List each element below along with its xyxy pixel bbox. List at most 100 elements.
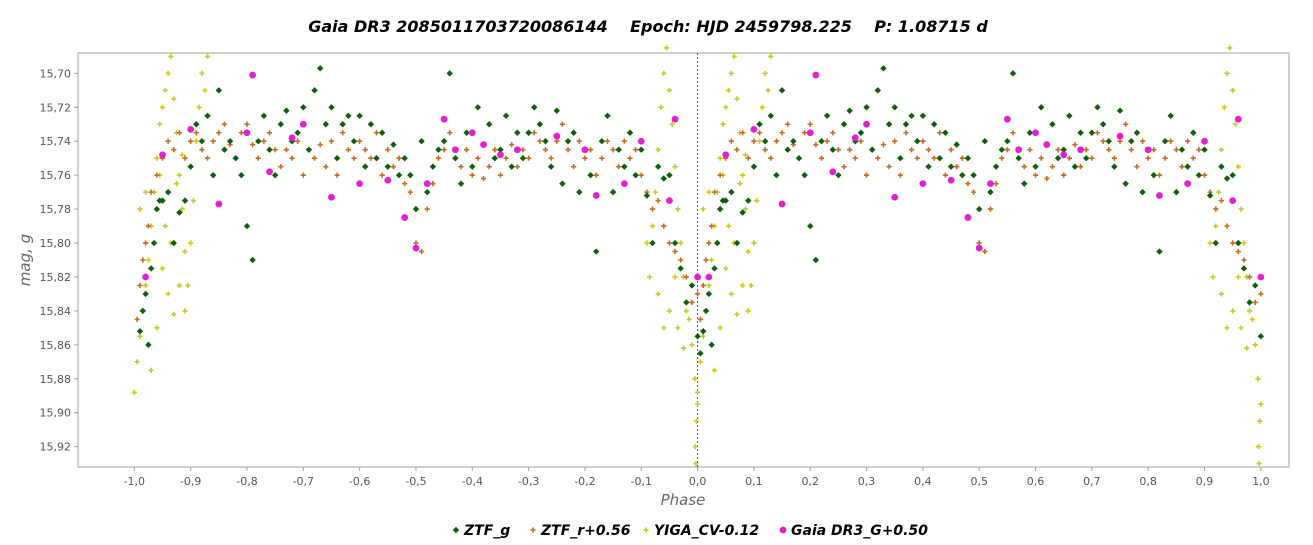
data-point-yiga-cv-0-12	[134, 359, 140, 365]
data-point-yiga-cv-0-12	[131, 389, 137, 395]
data-point-ztf-g	[778, 87, 786, 94]
data-point-yiga-cv-0-12	[742, 206, 749, 212]
data-point-ztf-r-0-56	[255, 155, 261, 161]
data-point-yiga-cv-0-12	[672, 164, 678, 170]
data-point-gaia-dr3-g-0-50	[919, 180, 927, 188]
data-point-ztf-r-0-56	[1027, 147, 1033, 153]
y-tick-label: 15,82	[40, 271, 72, 284]
data-point-ztf-r-0-56	[880, 142, 887, 148]
data-point-ztf-g	[350, 138, 358, 145]
data-point-ztf-r-0-56	[1156, 172, 1163, 178]
data-point-ztf-g	[1066, 112, 1073, 119]
data-point-ztf-r-0-56	[1049, 164, 1056, 170]
data-point-gaia-dr3-g-0-50	[851, 134, 859, 142]
data-point-ztf-g	[638, 146, 645, 153]
data-point-ztf-r-0-56	[1139, 138, 1146, 144]
data-point-ztf-r-0-56	[914, 155, 920, 161]
data-point-yiga-cv-0-12	[190, 198, 197, 204]
data-point-yiga-cv-0-12	[179, 152, 185, 158]
data-point-yiga-cv-0-12	[706, 189, 712, 195]
data-point-ztf-r-0-56	[334, 172, 340, 178]
data-point-ztf-r-0-56	[137, 282, 143, 289]
data-point-ztf-r-0-56	[176, 130, 182, 136]
data-point-ztf-g	[1190, 129, 1197, 136]
data-point-ztf-g	[271, 171, 279, 179]
data-point-ztf-r-0-56	[272, 147, 278, 153]
data-point-yiga-cv-0-12	[655, 291, 661, 297]
data-point-ztf-r-0-56	[858, 138, 864, 144]
data-point-ztf-g	[621, 163, 628, 170]
data-point-ztf-g	[469, 163, 476, 170]
data-point-ztf-g	[226, 138, 234, 145]
data-point-ztf-r-0-56	[390, 164, 397, 170]
data-point-gaia-dr3-g-0-50	[1043, 141, 1051, 149]
data-point-yiga-cv-0-12	[1227, 45, 1233, 51]
data-point-ztf-g	[880, 65, 887, 72]
data-point-ztf-g	[305, 146, 313, 153]
y-tick-label: 15,92	[40, 441, 72, 454]
data-point-ztf-r-0-56	[1185, 138, 1191, 144]
data-point-ztf-g	[807, 222, 814, 230]
data-point-ztf-r-0-56	[520, 147, 526, 153]
data-point-ztf-g	[277, 121, 284, 128]
data-point-ztf-r-0-56	[140, 257, 146, 263]
data-point-ztf-g	[874, 87, 882, 94]
data-point-ztf-r-0-56	[379, 172, 385, 178]
data-point-ztf-r-0-56	[830, 130, 836, 136]
data-point-yiga-cv-0-12	[145, 257, 152, 263]
data-point-ztf-g	[339, 121, 346, 128]
x-tick-label: -0,8	[236, 475, 257, 488]
data-point-ztf-g	[930, 121, 938, 128]
data-point-gaia-dr3-g-0-50	[468, 129, 476, 137]
data-point-ztf-g	[714, 239, 721, 247]
data-point-yiga-cv-0-12	[162, 223, 168, 229]
data-point-ztf-g	[733, 239, 741, 247]
data-point-ztf-g	[148, 265, 155, 272]
data-point-ztf-g	[204, 112, 211, 119]
data-point-yiga-cv-0-12	[182, 308, 188, 314]
data-point-yiga-cv-0-12	[137, 206, 143, 212]
data-point-yiga-cv-0-12	[717, 155, 723, 161]
data-point-yiga-cv-0-12	[740, 282, 746, 289]
data-point-gaia-dr3-g-0-50	[1234, 115, 1242, 123]
data-point-yiga-cv-0-12	[1230, 308, 1236, 314]
data-point-gaia-dr3-g-0-50	[328, 193, 335, 201]
data-point-yiga-cv-0-12	[173, 181, 180, 187]
data-point-ztf-g	[1071, 163, 1079, 170]
data-point-yiga-cv-0-12	[157, 121, 163, 127]
data-point-yiga-cv-0-12	[171, 96, 177, 102]
data-point-yiga-cv-0-12	[148, 367, 154, 373]
data-point-ztf-g	[491, 154, 499, 162]
data-point-ztf-r-0-56	[1218, 198, 1225, 204]
data-point-yiga-cv-0-12	[1224, 325, 1230, 331]
data-point-ztf-r-0-56	[311, 155, 318, 161]
x-tick-label: 0,4	[914, 475, 932, 488]
data-point-ztf-g	[164, 188, 172, 196]
data-point-ztf-r-0-56	[464, 147, 470, 153]
data-point-ztf-r-0-56	[1044, 175, 1050, 182]
data-point-ztf-r-0-56	[402, 181, 408, 187]
data-point-ztf-g	[1257, 333, 1265, 340]
x-tick-label: -0,6	[349, 475, 370, 488]
data-point-yiga-cv-0-12	[661, 325, 667, 331]
data-point-yiga-cv-0-12	[1235, 164, 1241, 170]
data-point-gaia-dr3-g-0-50	[694, 273, 701, 281]
data-point-yiga-cv-0-12	[669, 121, 675, 127]
data-point-ztf-r-0-56	[925, 147, 932, 153]
data-point-ztf-g	[497, 146, 504, 153]
data-point-yiga-cv-0-12	[162, 87, 168, 93]
data-point-yiga-cv-0-12	[768, 53, 774, 59]
x-tick-label: 0,2	[801, 475, 819, 488]
data-point-yiga-cv-0-12	[692, 444, 698, 450]
data-point-gaia-dr3-g-0-50	[440, 115, 448, 123]
data-point-ztf-g	[708, 341, 715, 349]
data-point-gaia-dr3-g-0-50	[1015, 146, 1023, 154]
data-point-gaia-dr3-g-0-50	[778, 200, 786, 208]
data-point-ztf-r-0-56	[897, 172, 903, 178]
data-point-yiga-cv-0-12	[1210, 274, 1216, 280]
legend-marker-ztf-g	[452, 526, 460, 534]
data-point-ztf-r-0-56	[1066, 155, 1072, 161]
x-tick-label: -0,4	[462, 475, 483, 488]
data-point-ztf-g	[829, 146, 836, 153]
data-point-yiga-cv-0-12	[725, 223, 732, 229]
